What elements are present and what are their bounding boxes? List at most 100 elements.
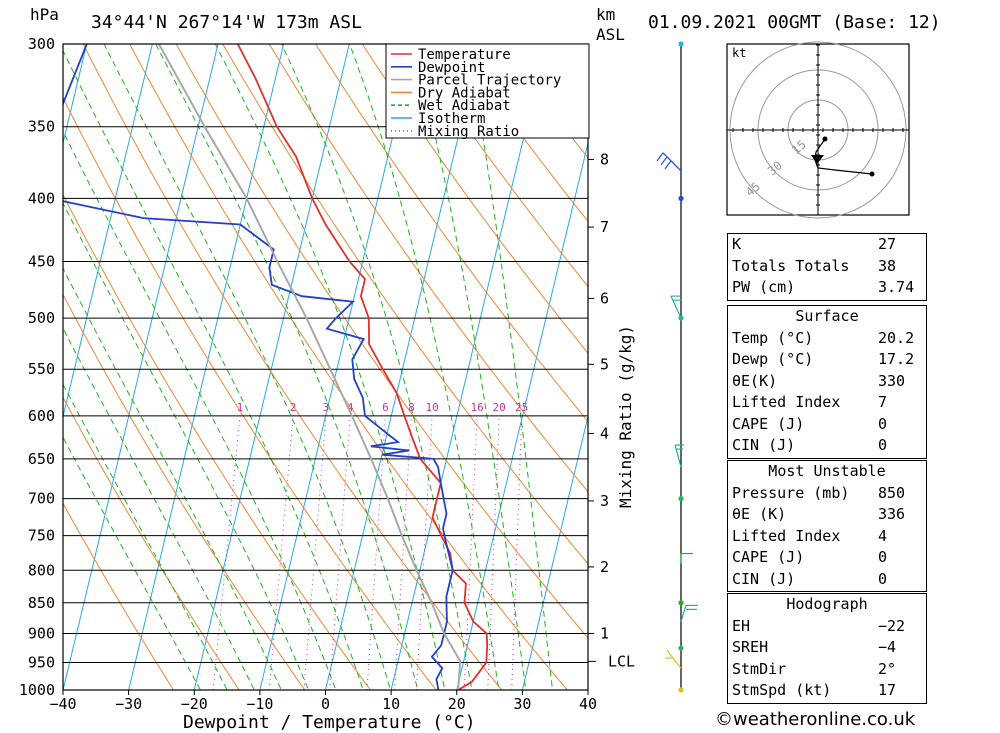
pressure-tick-label: 950 bbox=[28, 653, 55, 671]
x-axis-label: Dewpoint / Temperature (°C) bbox=[183, 712, 476, 733]
wet-adiabat-line bbox=[103, 44, 392, 690]
x-tick-label: 40 bbox=[579, 695, 597, 713]
surface-row: CIN (J) 0 bbox=[732, 436, 888, 454]
credit-link[interactable]: ©weatheronline.co.uk bbox=[715, 709, 916, 730]
hodograph-stats-table: Hodograph EH −22 SREH −4 StmDir 2° StmSpd (… bbox=[727, 593, 927, 704]
mixing-ratio-line bbox=[303, 415, 327, 690]
legend-box bbox=[385, 43, 590, 139]
wind-level-dot bbox=[678, 645, 684, 651]
mixing-ratio-label: 20 bbox=[493, 401, 506, 414]
km-tick-label: 5 bbox=[600, 355, 609, 373]
sounding-curves bbox=[63, 44, 489, 690]
hodograph-stats-row: StmDir 2° bbox=[732, 659, 897, 678]
series-line-parcel bbox=[158, 44, 462, 690]
dry-adiabat-line bbox=[454, 44, 588, 223]
km-tick-label: 6 bbox=[600, 289, 609, 307]
km-tick-label: 3 bbox=[600, 492, 609, 510]
wind-barb bbox=[670, 295, 682, 319]
mixing-ratio-label: 25 bbox=[515, 401, 528, 414]
mixing-ratio-label: 3 bbox=[323, 401, 330, 414]
isotherm-line bbox=[456, 140, 588, 690]
x-tick-label: −20 bbox=[181, 695, 208, 713]
pressure-tick-label: 800 bbox=[28, 561, 55, 579]
surface-table: Surface Temp (°C) 20.2 Dewp (°C) 17.2 θE(K… bbox=[727, 305, 927, 459]
index-row-totals: Totals Totals 38 bbox=[732, 256, 897, 275]
most-unstable-row: CIN (J) 0 bbox=[732, 569, 888, 588]
hodograph-stats-row: SREH −4 bbox=[732, 638, 897, 656]
asl-unit-label: ASL bbox=[596, 25, 625, 44]
wind-barb bbox=[666, 649, 674, 659]
wind-barb bbox=[680, 605, 687, 622]
x-tick-label: −30 bbox=[115, 695, 142, 713]
legend-label: Isotherm bbox=[418, 111, 485, 127]
location-title: 34°44'N 267°14'W 173m ASL bbox=[91, 12, 362, 33]
wet-adiabat-line bbox=[63, 267, 282, 690]
pressure-tick-label: 650 bbox=[28, 450, 55, 468]
pressure-tick-label: 700 bbox=[28, 490, 55, 508]
indices-table: K 27 Totals Totals 38 PW (cm) 3.74 bbox=[727, 233, 927, 301]
surface-row: Lifted Index 7 bbox=[732, 393, 888, 411]
isotherm-line bbox=[63, 44, 88, 146]
pressure-tick-label: 450 bbox=[28, 253, 55, 271]
km-tick-label: 1 bbox=[600, 624, 609, 642]
mixing-ratio-label: 2 bbox=[290, 401, 297, 414]
isotherm-line bbox=[63, 44, 219, 690]
most-unstable-row: CAPE (J) 0 bbox=[732, 548, 888, 566]
most-unstable-row: θE (K) 336 bbox=[732, 505, 906, 523]
pressure-tick-label: 300 bbox=[28, 35, 55, 53]
index-row-k: K 27 bbox=[732, 235, 897, 253]
mixing-ratio-label: 4 bbox=[347, 401, 354, 414]
pressure-tick-label: 500 bbox=[28, 309, 55, 327]
pressure-tick-label: 350 bbox=[28, 118, 55, 136]
mixing-ratio-axis-label: Mixing Ratio (g/kg) bbox=[616, 325, 635, 508]
pressure-tick-label: 600 bbox=[28, 407, 55, 425]
wet-adiabat-line bbox=[466, 44, 554, 690]
hodograph-point bbox=[822, 136, 828, 142]
km-tick-label: 4 bbox=[600, 425, 609, 443]
dry-adiabat-line bbox=[408, 44, 588, 288]
mixing-ratio-label: 16 bbox=[470, 401, 483, 414]
lcl-label: LCL bbox=[608, 652, 635, 670]
isotherm-line bbox=[128, 44, 285, 690]
legend-label: Mixing Ratio bbox=[418, 124, 519, 140]
x-tick-label: −40 bbox=[49, 695, 76, 713]
hodograph-unit: kt bbox=[732, 46, 746, 60]
wet-adiabat-line bbox=[63, 49, 364, 690]
hodograph-trace bbox=[814, 138, 873, 175]
hodograph-stats-row: EH −22 bbox=[732, 616, 906, 635]
series-line-dewpoint bbox=[63, 44, 454, 690]
wind-column bbox=[656, 41, 698, 693]
wind-level-dot bbox=[678, 41, 684, 47]
x-tick-label: −10 bbox=[246, 695, 273, 713]
isotherm-line bbox=[521, 414, 588, 690]
pressure-tick-label: 900 bbox=[28, 624, 55, 642]
hodograph-stats-row: StmSpd (kt) 17 bbox=[732, 681, 897, 699]
km-tick-label: 2 bbox=[600, 558, 609, 576]
pressure-tick-label: 400 bbox=[28, 189, 55, 207]
legend-label: Wet Adiabat bbox=[418, 98, 511, 114]
wind-level-dot bbox=[678, 687, 684, 693]
x-tick-label: 10 bbox=[382, 695, 400, 713]
hpa-unit-label: hPa bbox=[30, 5, 59, 24]
x-tick-label: 30 bbox=[513, 695, 531, 713]
most-unstable-title: Most Unstable bbox=[768, 462, 886, 480]
mixing-ratio-line bbox=[268, 415, 294, 690]
km-unit-label: km bbox=[596, 5, 615, 24]
mixing-ratio-line bbox=[393, 415, 412, 690]
km-tick-label: 8 bbox=[600, 150, 609, 168]
wind-level-dot bbox=[678, 195, 684, 201]
legend-label: Parcel Trajectory bbox=[418, 73, 561, 89]
x-tick-label: 0 bbox=[321, 695, 330, 713]
series-line-temperature bbox=[236, 44, 489, 690]
index-row-pw: PW (cm) 3.74 bbox=[732, 278, 915, 296]
wet-adiabat-line bbox=[155, 44, 419, 690]
most-unstable-row: Lifted Index 4 bbox=[732, 526, 888, 545]
surface-row: Temp (°C) 20.2 bbox=[732, 328, 915, 347]
mixing-ratio-label: 8 bbox=[408, 401, 415, 414]
hodograph-point bbox=[869, 171, 875, 177]
wet-adiabat-line bbox=[412, 44, 527, 690]
wind-barb bbox=[656, 152, 664, 162]
